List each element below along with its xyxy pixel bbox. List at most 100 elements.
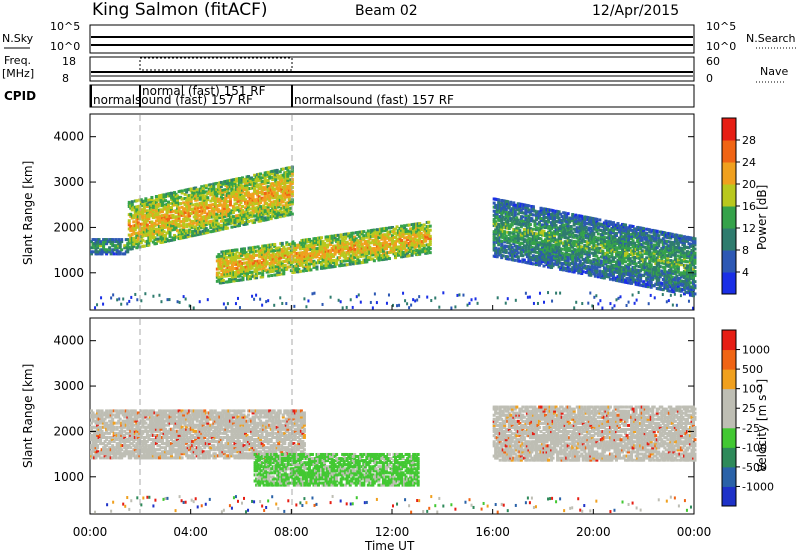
data-cell <box>224 190 228 194</box>
data-cell <box>534 232 538 236</box>
data-cell <box>250 270 254 274</box>
data-cell <box>504 255 508 259</box>
data-cell <box>182 207 186 211</box>
data-cell <box>616 260 620 264</box>
data-cell <box>572 256 576 260</box>
data-cell <box>263 210 267 214</box>
data-cell <box>277 180 281 184</box>
data-cell <box>521 219 525 223</box>
data-cell <box>589 237 593 241</box>
data-cell <box>374 238 378 242</box>
data-cell <box>605 224 609 228</box>
data-cell <box>383 227 387 231</box>
data-cell <box>544 250 548 254</box>
data-cell <box>230 265 234 269</box>
data-cell <box>608 220 612 224</box>
data-cell <box>586 232 590 236</box>
data-cell <box>604 231 608 235</box>
data-cell <box>192 207 196 211</box>
data-cell <box>278 198 282 202</box>
data-cell <box>627 271 631 275</box>
data-cell <box>416 234 420 238</box>
data-cell <box>195 233 199 237</box>
data-cell <box>280 198 284 202</box>
data-cell <box>227 222 231 226</box>
data-cell <box>586 265 590 269</box>
data-cell <box>518 222 522 226</box>
data-cell <box>503 236 507 240</box>
data-cell <box>303 252 307 256</box>
data-cell <box>165 209 169 213</box>
data-cell <box>148 224 152 228</box>
data-cell <box>344 236 348 240</box>
data-cell <box>577 238 581 242</box>
data-cell <box>590 267 594 271</box>
data-cell <box>151 214 155 218</box>
data-cell <box>628 279 632 283</box>
data-cell <box>557 232 561 236</box>
data-cell <box>544 254 548 258</box>
data-cell <box>530 233 534 237</box>
data-cell <box>501 254 505 258</box>
data-cell <box>136 233 140 237</box>
data-cell <box>507 251 511 255</box>
data-cell <box>515 208 519 212</box>
data-cell <box>154 211 158 215</box>
data-cell <box>559 249 563 253</box>
data-cell <box>583 244 587 248</box>
data-cell <box>621 255 625 259</box>
data-cell <box>165 223 169 227</box>
data-cell <box>192 233 196 237</box>
data-cell <box>318 248 322 252</box>
data-cell <box>569 218 573 222</box>
data-cell <box>560 225 564 229</box>
data-cell <box>619 277 623 281</box>
data-cell <box>596 222 600 226</box>
data-cell <box>509 239 513 243</box>
data-cell <box>553 248 557 252</box>
data-cell <box>575 269 579 273</box>
data-cell <box>224 202 228 206</box>
data-cell <box>642 229 646 233</box>
data-cell <box>397 231 401 235</box>
data-cell <box>639 244 643 248</box>
data-cell <box>228 181 232 185</box>
data-cell <box>218 279 222 283</box>
data-cell <box>397 245 401 249</box>
data-cell <box>218 213 222 217</box>
data-cell <box>186 212 190 216</box>
data-cell <box>228 211 232 215</box>
data-cell <box>231 219 235 223</box>
data-cell <box>521 260 525 264</box>
data-cell <box>383 245 387 249</box>
data-cell <box>264 244 268 248</box>
nsky-label: N.Sky <box>2 32 34 45</box>
data-cell <box>424 227 428 231</box>
data-cell <box>492 205 496 209</box>
data-cell <box>275 183 279 187</box>
data-cell <box>342 251 346 255</box>
data-cell <box>357 240 361 244</box>
data-cell <box>547 210 551 214</box>
data-cell <box>326 259 330 263</box>
data-cell <box>642 259 646 263</box>
data-cell <box>510 252 514 256</box>
data-cell <box>280 210 284 214</box>
data-cell <box>631 265 635 269</box>
data-cell <box>554 230 558 234</box>
data-cell <box>294 266 298 270</box>
data-cell <box>257 195 261 199</box>
data-cell <box>422 237 426 241</box>
data-cell <box>498 204 502 208</box>
data-cell <box>404 252 408 256</box>
data-cell <box>256 215 260 219</box>
data-cell <box>160 238 164 242</box>
data-cell <box>553 211 557 215</box>
data-cell <box>136 211 140 215</box>
data-cell <box>270 243 274 247</box>
data-cell <box>191 207 195 211</box>
data-cell <box>616 250 620 254</box>
data-cell <box>625 240 629 244</box>
data-cell <box>272 206 276 210</box>
data-cell <box>197 230 201 234</box>
